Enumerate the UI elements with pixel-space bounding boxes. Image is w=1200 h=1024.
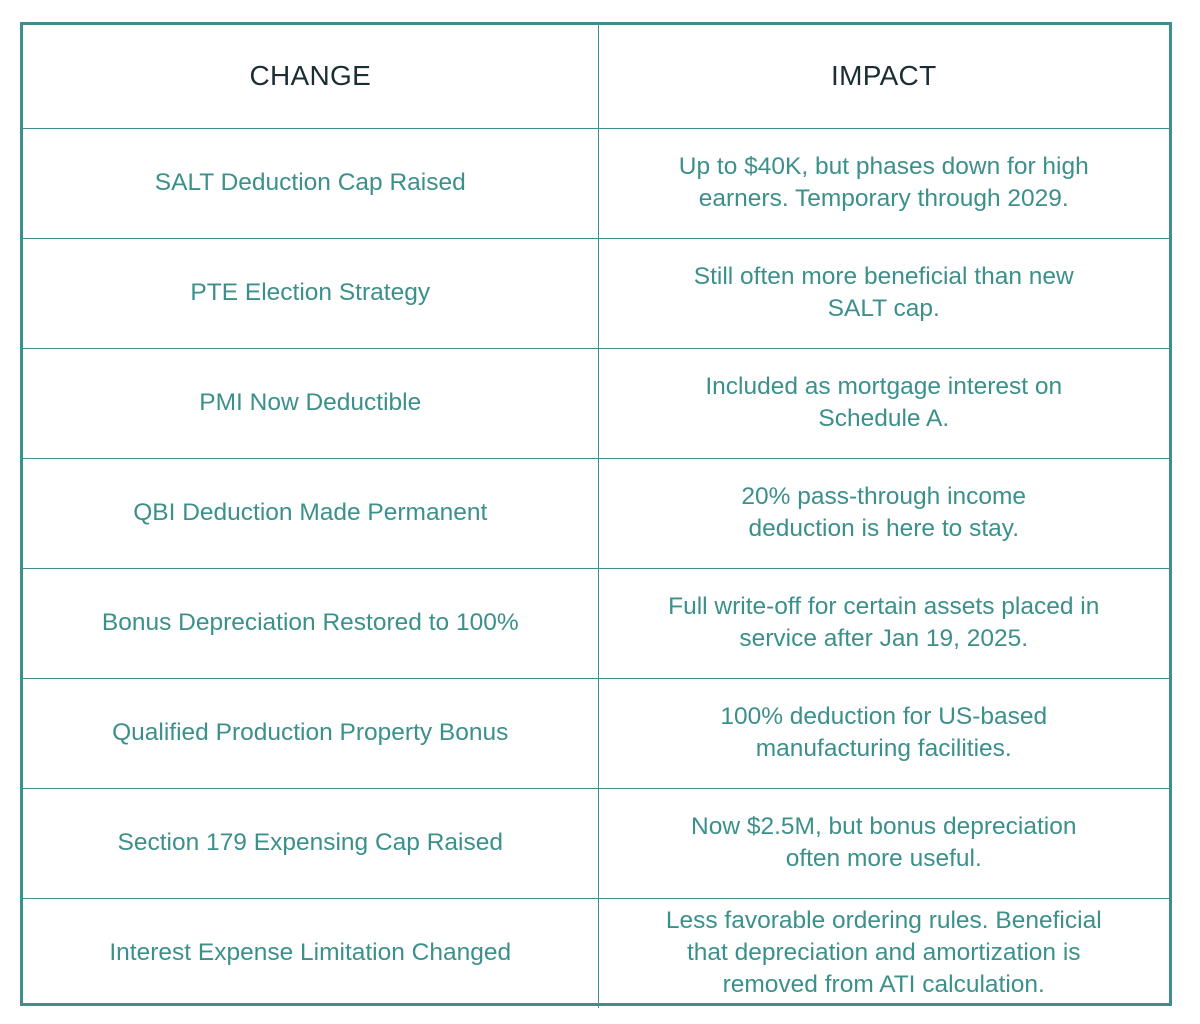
change-cell: PTE Election Strategy — [23, 237, 599, 349]
table-row: PTE Election Strategy Still often more b… — [23, 237, 1169, 349]
change-cell: Qualified Production Property Bonus — [23, 677, 599, 789]
table-row: PMI Now Deductible Included as mortgage … — [23, 347, 1169, 459]
table-row: QBI Deduction Made Permanent 20% pass-th… — [23, 457, 1169, 569]
impact-cell: Included as mortgage interest on Schedul… — [597, 347, 1169, 459]
table-row: SALT Deduction Cap Raised Up to $40K, bu… — [23, 127, 1169, 239]
change-cell: Bonus Depreciation Restored to 100% — [23, 567, 599, 679]
table-header-row: CHANGE IMPACT — [23, 25, 1169, 129]
impact-text: Included as mortgage interest on Schedul… — [705, 373, 1063, 432]
column-header-change: CHANGE — [23, 25, 599, 129]
impact-text: Up to $40K, but phases down for high ear… — [678, 153, 1089, 212]
impact-text: Full write-off for certain assets placed… — [668, 593, 1100, 652]
impact-cell: Less favorable ordering rules. Beneficia… — [597, 897, 1169, 1008]
impact-text: Less favorable ordering rules. Beneficia… — [665, 907, 1102, 999]
table-row: Interest Expense Limitation Changed Less… — [23, 897, 1169, 1008]
table-row: Qualified Production Property Bonus 100%… — [23, 677, 1169, 789]
impact-text: Still often more beneficial than new SAL… — [693, 263, 1074, 322]
impact-cell: Now $2.5M, but bonus depreciation often … — [597, 787, 1169, 899]
column-header-impact: IMPACT — [597, 25, 1169, 129]
impact-cell: Full write-off for certain assets placed… — [597, 567, 1169, 679]
tax-changes-table: CHANGE IMPACT SALT Deduction Cap Raised … — [23, 25, 1169, 1008]
change-cell: Section 179 Expensing Cap Raised — [23, 787, 599, 899]
table-row: Section 179 Expensing Cap Raised Now $2.… — [23, 787, 1169, 899]
impact-cell: Still often more beneficial than new SAL… — [597, 237, 1169, 349]
change-cell: SALT Deduction Cap Raised — [23, 127, 599, 239]
impact-text: 100% deduction for US-based manufacturin… — [720, 703, 1048, 762]
impact-cell: 20% pass-through income deduction is her… — [597, 457, 1169, 569]
impact-cell: Up to $40K, but phases down for high ear… — [597, 127, 1169, 239]
impact-cell: 100% deduction for US-based manufacturin… — [597, 677, 1169, 789]
change-cell: PMI Now Deductible — [23, 347, 599, 459]
change-cell: QBI Deduction Made Permanent — [23, 457, 599, 569]
impact-text: 20% pass-through income deduction is her… — [741, 483, 1027, 542]
table-row: Bonus Depreciation Restored to 100% Full… — [23, 567, 1169, 679]
tax-changes-table-container: CHANGE IMPACT SALT Deduction Cap Raised … — [20, 22, 1172, 1008]
impact-text: Now $2.5M, but bonus depreciation often … — [691, 813, 1077, 872]
change-cell: Interest Expense Limitation Changed — [23, 897, 599, 1008]
